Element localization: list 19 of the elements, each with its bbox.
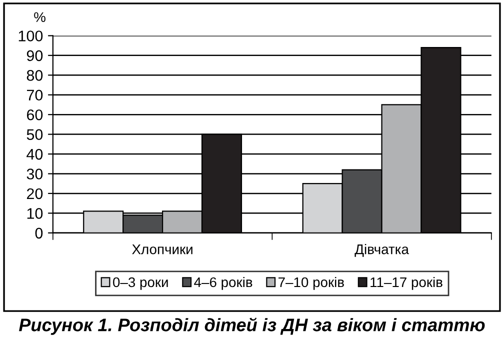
y-tick-label: 50 xyxy=(26,129,43,140)
text: Рисунок 1. Розподіл дітей із ДН за віком і статтю xyxy=(18,318,485,335)
y-tick-label: 60 xyxy=(26,109,43,120)
y-tick-label: 70 xyxy=(26,90,43,101)
x-tick-label: Хлопчики xyxy=(132,244,192,254)
y-tick-label: 30 xyxy=(26,168,43,180)
y-tick-label: 10 xyxy=(27,208,43,219)
legend-label: 11–17 років xyxy=(370,276,442,290)
y-axis-title: % xyxy=(34,12,46,22)
legend-label: 4–6 років xyxy=(194,276,252,290)
y-tick-label: 0 xyxy=(35,228,43,239)
legend-label: 7–10 років xyxy=(278,276,344,290)
y-tick-label: 100 xyxy=(18,30,43,42)
x-tick-label: Дівчатка xyxy=(354,244,409,257)
y-tick-label: 20 xyxy=(26,188,43,200)
y-tick-label: 80 xyxy=(26,70,43,81)
y-tick-label: 90 xyxy=(26,50,43,62)
y-tick-label: 40 xyxy=(26,148,43,160)
legend-label: 0–3 роки xyxy=(113,277,168,290)
